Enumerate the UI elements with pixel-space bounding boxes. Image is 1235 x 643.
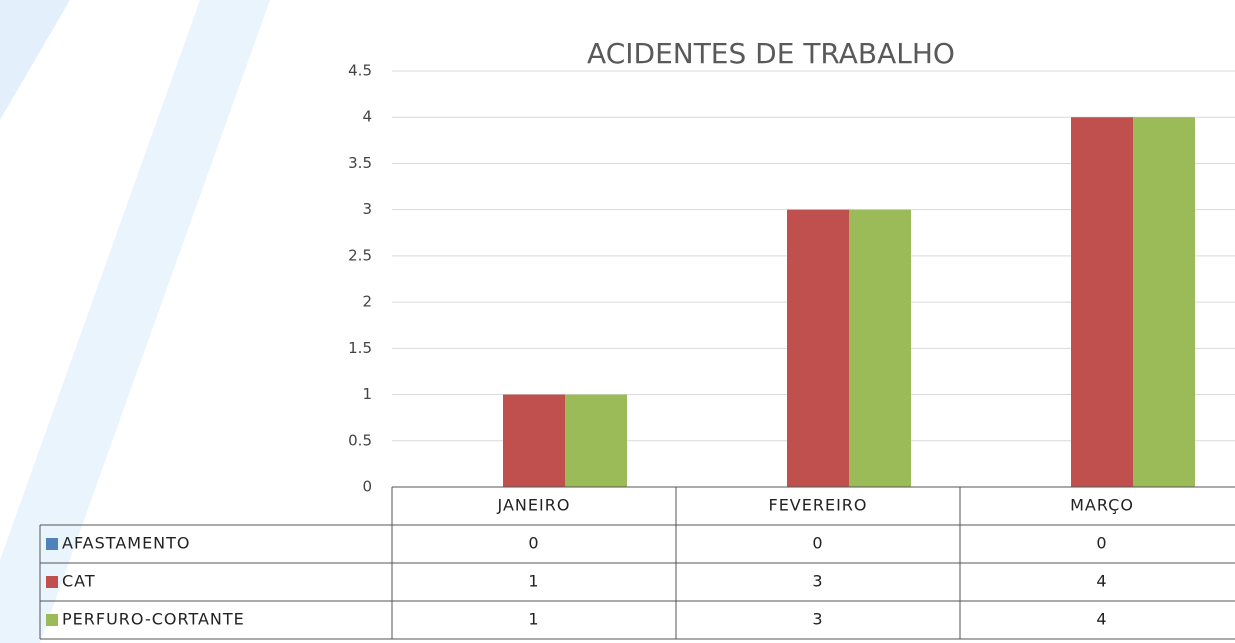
- y-tick-label: 2.5: [348, 246, 372, 264]
- table-value: 0: [528, 534, 539, 553]
- y-tick-label: 1.5: [348, 339, 372, 357]
- table-value: 4: [1096, 610, 1107, 629]
- table-value: 3: [812, 572, 823, 591]
- y-tick-label: 4.5: [348, 62, 372, 80]
- decor: [0, 0, 270, 643]
- bar: [1071, 117, 1133, 487]
- bar: [503, 394, 565, 487]
- x-tick-label: MARÇO: [1070, 496, 1134, 515]
- bar: [565, 394, 627, 487]
- legend-key: [46, 614, 58, 626]
- bar: [787, 209, 849, 487]
- table-value: 3: [812, 610, 823, 629]
- table-value: 1: [528, 610, 539, 629]
- legend-label: PERFURO-CORTANTE: [62, 610, 245, 629]
- decor: [0, 0, 70, 120]
- y-tick-label: 4: [362, 108, 372, 126]
- legend-label: AFASTAMENTO: [62, 534, 191, 553]
- x-tick-label: JANEIRO: [497, 496, 571, 515]
- bar: [1133, 117, 1195, 487]
- x-tick-label: FEVEREIRO: [768, 496, 867, 515]
- y-tick-label: 1: [362, 385, 372, 403]
- table-value: 0: [1096, 534, 1107, 553]
- y-tick-label: 3.5: [348, 154, 372, 172]
- table-value: 0: [812, 534, 823, 553]
- table-value: 4: [1096, 572, 1107, 591]
- legend-key: [46, 538, 58, 550]
- bar: [849, 209, 911, 487]
- table-value: 1: [528, 572, 539, 591]
- y-tick-label: 3: [362, 200, 372, 218]
- legend-label: CAT: [62, 572, 96, 591]
- y-tick-label: 2: [362, 293, 372, 311]
- chart-title: ACIDENTES DE TRABALHO: [587, 37, 955, 70]
- legend-key: [46, 576, 58, 588]
- y-tick-label: 0.5: [348, 431, 372, 449]
- y-tick-label: 0: [362, 478, 372, 496]
